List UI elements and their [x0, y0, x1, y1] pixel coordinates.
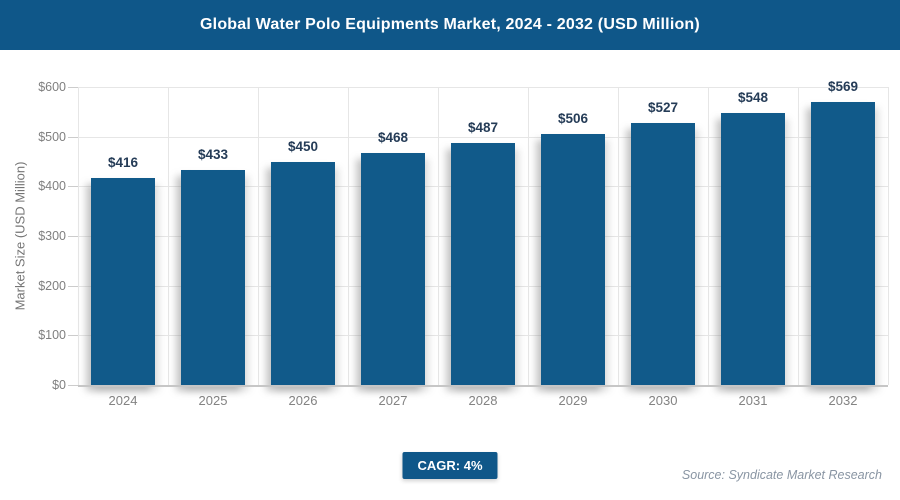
y-axis-label: $300: [38, 229, 66, 243]
y-axis-tick: [68, 285, 78, 287]
bar-value-label: $569: [827, 79, 859, 95]
bar-2030[interactable]: [631, 123, 695, 385]
x-axis-line: [78, 385, 888, 387]
x-axis-label-2030: 2030: [648, 393, 678, 408]
gridline-horizontal: [78, 136, 888, 138]
x-axis-label-2027: 2027: [378, 393, 408, 408]
chart-title: Global Water Polo Equipments Market, 202…: [200, 16, 700, 33]
bar-2029[interactable]: [541, 133, 605, 385]
x-axis-label-2024: 2024: [108, 393, 138, 408]
y-axis-tick: [68, 236, 78, 237]
x-axis-label-2026: 2026: [288, 393, 318, 408]
plot-area: $416 $433 $450 $468 $487 $506 $527 $548 $569: [78, 79, 889, 385]
bar-2025[interactable]: [181, 169, 245, 385]
gridline-horizontal: [78, 87, 888, 88]
source-attribution: Source: Syndicate Market Research: [681, 468, 882, 482]
y-axis-label: $0: [52, 378, 66, 392]
bar-value-label: $450: [287, 138, 319, 154]
x-axis-label-2029: 2029: [558, 393, 588, 408]
bar-value-label: $468: [377, 129, 409, 145]
x-axis-label-2028: 2028: [468, 393, 498, 408]
bar-2027[interactable]: [361, 152, 425, 385]
cagr-badge: CAGR: 4%: [402, 452, 498, 479]
bar-2032[interactable]: [811, 102, 875, 385]
bar-value-label: $416: [107, 155, 139, 171]
bar-value-label: $527: [647, 100, 679, 116]
y-axis-tick: [68, 186, 78, 188]
chart-title-bar: Global Water Polo Equipments Market, 202…: [0, 0, 900, 50]
x-axis-label-2025: 2025: [198, 393, 228, 408]
y-axis-tick: [68, 136, 78, 138]
bar-value-label: $506: [557, 110, 589, 126]
gridline-vertical: [888, 87, 889, 385]
y-axis-label: $100: [38, 328, 66, 343]
bar-2028[interactable]: [451, 143, 515, 385]
bar-value-label: $548: [737, 89, 769, 105]
bar-2031[interactable]: [721, 112, 785, 385]
x-axis-label-2031: 2031: [738, 393, 768, 408]
y-axis-tick: [68, 385, 78, 386]
bar-value-label: $487: [467, 120, 499, 136]
y-axis-label: $500: [38, 129, 66, 144]
y-axis-label: $600: [38, 80, 66, 94]
bar-2024[interactable]: [91, 178, 155, 385]
bar-2026[interactable]: [271, 161, 335, 385]
x-axis-label-2032: 2032: [828, 393, 858, 408]
y-axis-label: $400: [38, 179, 66, 194]
bar-value-label: $433: [197, 146, 229, 162]
y-axis-tick: [68, 87, 78, 88]
y-axis-label: $200: [38, 278, 66, 293]
y-axis-tick: [68, 335, 78, 337]
